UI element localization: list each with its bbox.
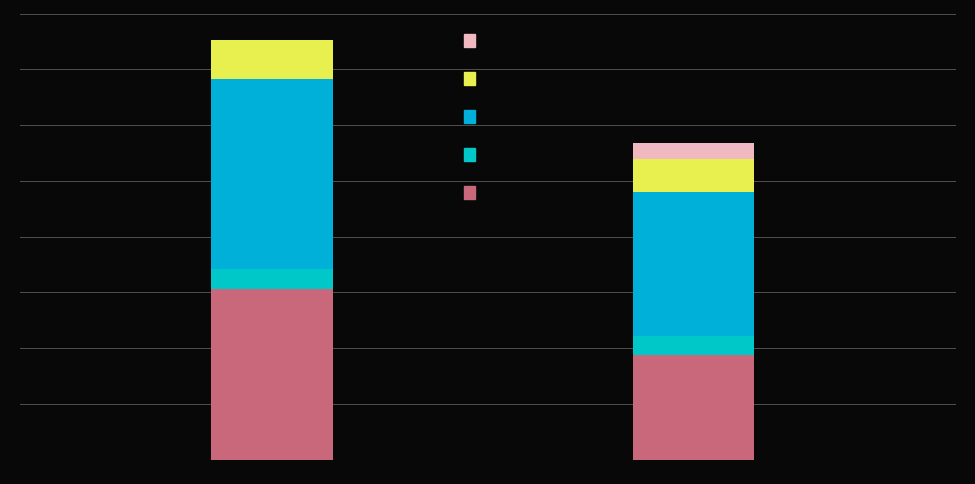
FancyBboxPatch shape xyxy=(464,111,475,124)
Bar xyxy=(633,355,755,460)
Bar xyxy=(633,160,755,193)
FancyBboxPatch shape xyxy=(464,35,475,48)
Bar xyxy=(633,144,755,160)
Bar xyxy=(212,270,333,289)
Bar xyxy=(212,289,333,460)
FancyBboxPatch shape xyxy=(464,73,475,86)
Bar xyxy=(633,193,755,337)
Bar xyxy=(212,80,333,270)
Bar xyxy=(212,41,333,80)
FancyBboxPatch shape xyxy=(464,186,475,200)
Bar xyxy=(633,337,755,355)
FancyBboxPatch shape xyxy=(464,149,475,162)
